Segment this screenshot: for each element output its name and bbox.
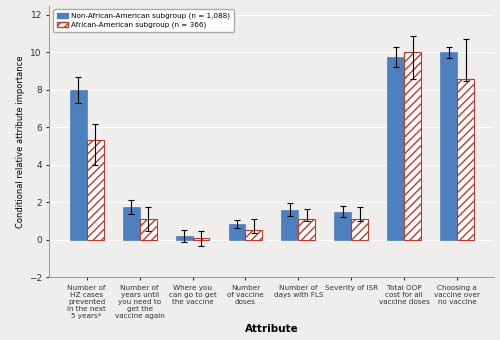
Bar <box>334 212 351 240</box>
Bar <box>192 238 210 240</box>
Bar <box>86 140 104 240</box>
Bar <box>70 90 86 240</box>
Bar <box>458 79 474 240</box>
Bar <box>298 219 316 240</box>
Legend: Non-African-American subgroup (n = 1,088), African-American subgroup (n = 366): Non-African-American subgroup (n = 1,088… <box>53 9 234 32</box>
X-axis label: Attribute: Attribute <box>245 324 299 335</box>
Bar <box>176 236 192 240</box>
Bar <box>282 210 298 240</box>
Bar <box>122 207 140 240</box>
Bar <box>246 231 262 240</box>
Y-axis label: Conditional relative attribute importance: Conditional relative attribute importanc… <box>16 55 24 228</box>
Bar <box>140 219 156 240</box>
Bar <box>228 224 246 240</box>
Bar <box>404 52 421 240</box>
Bar <box>440 52 458 240</box>
Bar <box>352 219 368 240</box>
Bar <box>388 57 404 240</box>
